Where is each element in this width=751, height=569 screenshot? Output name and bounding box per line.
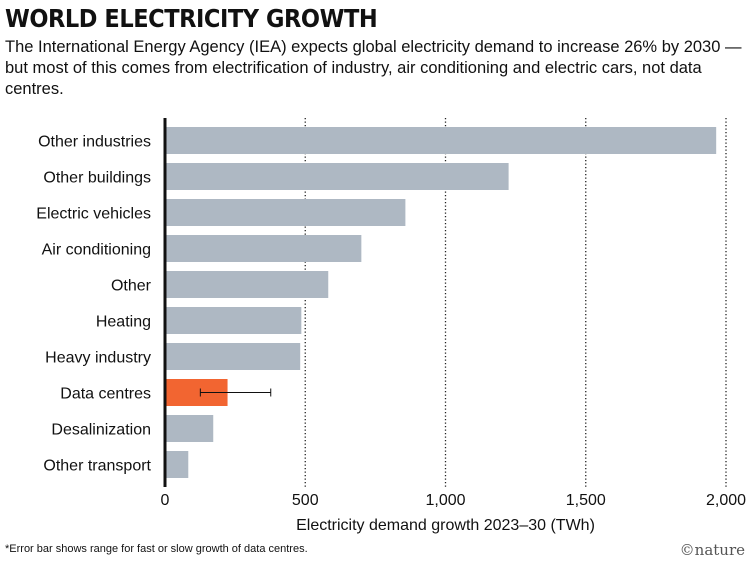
category-label: Heavy industry xyxy=(45,350,151,367)
footnote: *Error bar shows range for fast or slow … xyxy=(5,543,308,555)
category-label: Electric vehicles xyxy=(36,206,151,223)
bar xyxy=(165,451,189,478)
x-tick-label: 2,000 xyxy=(706,492,746,509)
bar xyxy=(165,415,214,442)
category-label: Heating xyxy=(96,314,151,331)
category-label: Other xyxy=(111,278,152,295)
category-label: Desalinization xyxy=(51,422,151,439)
chart-subtitle: The International Energy Agency (IEA) ex… xyxy=(5,38,742,98)
bar xyxy=(165,307,302,334)
category-label: Data centres xyxy=(60,386,151,403)
bar xyxy=(165,163,509,190)
x-tick-label: 1,500 xyxy=(566,492,606,509)
category-label: Other industries xyxy=(38,134,151,151)
x-tick-label: 0 xyxy=(161,492,170,509)
bar xyxy=(165,235,362,262)
nature-logo: ©nature xyxy=(679,541,745,559)
x-tick-label: 1,000 xyxy=(425,492,465,509)
category-label: Other buildings xyxy=(43,170,151,187)
x-tick-label: 500 xyxy=(292,492,319,509)
bar xyxy=(165,199,406,226)
x-axis-label: Electricity demand growth 2023–30 (TWh) xyxy=(296,517,595,534)
bar xyxy=(165,343,301,370)
category-label: Other transport xyxy=(43,458,151,475)
category-label: Air conditioning xyxy=(42,242,151,259)
bar xyxy=(165,271,329,298)
bar xyxy=(165,127,717,154)
chart-title: WORLD ELECTRICITY GROWTH xyxy=(5,4,378,33)
